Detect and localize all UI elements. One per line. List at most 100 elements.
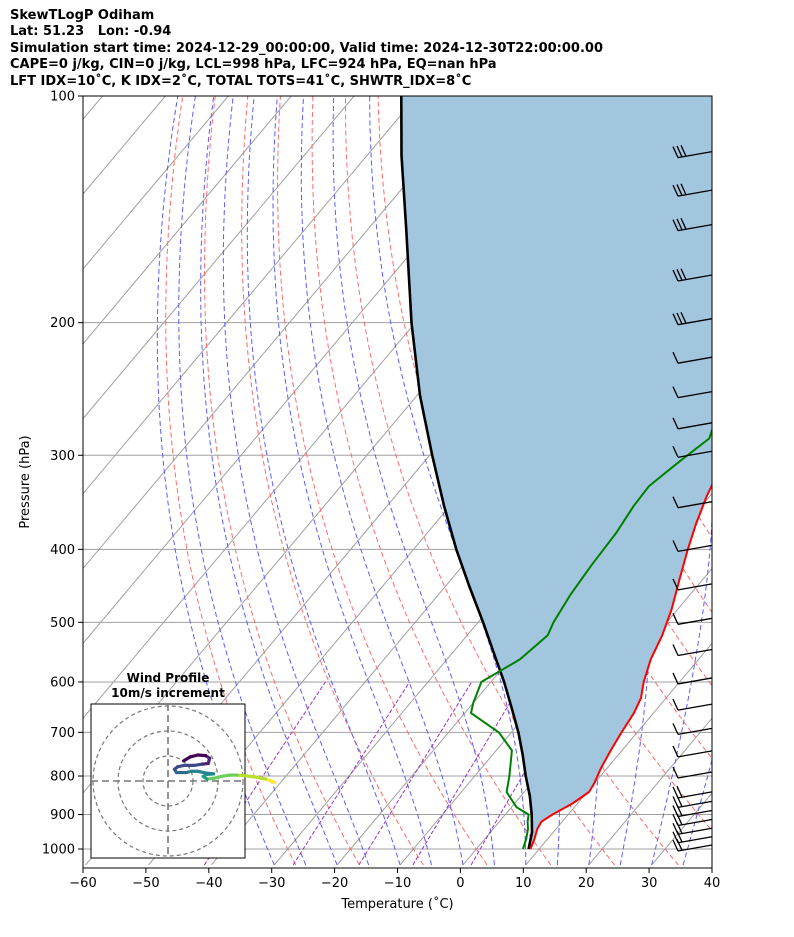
wind-barb-staff — [677, 223, 713, 232]
hodograph-segment — [195, 769, 209, 775]
temperature-line — [529, 482, 712, 850]
wind-barb-flag — [676, 269, 683, 281]
isotherm-gridline — [83, 96, 229, 270]
wind-barb-flag — [680, 217, 687, 230]
wind-barb — [672, 417, 713, 430]
wind-barb-staff — [677, 189, 713, 197]
wind-barb-flag — [676, 785, 683, 798]
cape-shading — [401, 96, 712, 849]
wind-barb-flag — [680, 312, 687, 324]
wind-barb-flag — [672, 269, 679, 282]
y-tick-label: 200 — [50, 316, 75, 331]
y-tick-label: 500 — [50, 616, 75, 631]
wind-barb-flag — [680, 183, 687, 196]
wind-barb-flag — [672, 578, 679, 591]
stability-parameters: CAPE=0 j/kg, CIN=0 j/kg, LCL=998 hPa, LF… — [10, 57, 497, 73]
moist-adiabat-line — [200, 96, 338, 866]
wind-barb-flag — [672, 386, 679, 398]
wind-barbs — [672, 144, 713, 852]
wind-barb-staff — [677, 617, 713, 625]
moist-adiabat-line — [178, 96, 307, 866]
isotherm-gridline — [83, 96, 355, 420]
station-title: SkewTLogP Odiham — [10, 8, 155, 23]
wind-barb-staff — [677, 844, 713, 852]
wind-barb-flag — [672, 831, 679, 843]
wind-barb-flag — [672, 723, 679, 735]
isotherm-gridline — [399, 492, 712, 866]
simulation-times: Simulation start time: 2024-12-29_00:00:… — [10, 40, 603, 56]
isotherm-gridline — [83, 96, 481, 570]
hodograph-trace — [172, 753, 277, 784]
wind-barb — [672, 578, 713, 591]
wind-barb-staff — [677, 827, 713, 835]
x-tick-label: −20 — [321, 876, 348, 891]
wind-barb — [672, 351, 713, 364]
isotherm-gridline — [777, 96, 794, 865]
hodograph-segment — [182, 755, 192, 763]
dry-adiabat-line — [241, 96, 424, 866]
wind-barb — [672, 446, 713, 458]
wind-barb-staff — [677, 274, 713, 282]
wind-barb-flag — [672, 745, 679, 758]
y-tick-label: 400 — [50, 543, 75, 558]
dry-adiabat-line — [277, 96, 488, 866]
wind-barb-staff — [677, 836, 713, 844]
wind-barb-flag — [672, 351, 679, 364]
wind-barb-staff — [677, 727, 713, 735]
moist-adiabat-line — [272, 96, 432, 866]
wind-barb-flag — [672, 822, 679, 835]
wind-barb-flag — [676, 184, 683, 196]
isotherm-gridline — [525, 642, 712, 866]
hodograph-subtitle: 10m/s increment — [111, 686, 225, 700]
dry-adiabat-line — [703, 96, 712, 124]
hodograph-segment — [263, 777, 277, 784]
dry-adiabat-line — [345, 96, 616, 866]
wind-barb-flag — [672, 644, 679, 656]
wind-barb-staff — [677, 150, 713, 159]
wind-barb — [672, 540, 713, 552]
hodograph-title: Wind Profile — [127, 671, 210, 685]
wind-barb — [672, 644, 713, 657]
wind-barb-flag — [672, 184, 679, 197]
hodograph-segment — [244, 774, 258, 779]
wind-barb-staff — [677, 356, 713, 364]
x-axis-title: Temperature (˚C) — [340, 896, 453, 912]
mixing-ratio-line — [412, 681, 524, 866]
wind-barb-staff — [677, 703, 713, 711]
y-tick-label: 1000 — [42, 843, 75, 858]
moist-adiabat-line — [746, 96, 794, 865]
wind-barb-staff — [677, 809, 713, 818]
wind-barb — [672, 766, 713, 779]
cape-shaded-area — [401, 96, 712, 849]
wind-barb — [672, 496, 713, 509]
axes: −60 −50 −40 −30 −20 −10 0 10 20 30 40 100 200 300 400 5… — [18, 90, 720, 913]
moist-adiabat-line — [332, 96, 495, 866]
wind-barb — [672, 386, 713, 399]
wind-barb-flag — [672, 313, 679, 325]
wind-barb-flag — [672, 540, 679, 552]
hodograph-segment — [254, 775, 268, 781]
stability-indices: LFT IDX=10˚C, K IDX=2˚C, TOTAL TOTS=41˚C… — [10, 73, 472, 89]
y-tick-label: 700 — [50, 726, 75, 741]
isotherm-gridline — [715, 96, 794, 865]
x-tick-label: −50 — [132, 876, 159, 891]
x-tick-label: −10 — [384, 876, 411, 891]
wind-barb-staff — [677, 648, 713, 657]
isotherm-gridline — [83, 96, 292, 345]
x-tick-label: 20 — [578, 876, 595, 891]
wind-barb — [672, 613, 713, 625]
wind-barb-staff — [677, 818, 713, 827]
x-tick-label: 10 — [515, 876, 532, 891]
dewpoint-line — [470, 427, 712, 850]
dry-adiabat-line — [165, 96, 297, 866]
dry-adiabat-line — [204, 96, 360, 866]
x-tick-label: −60 — [69, 876, 96, 891]
wind-barb-flag — [672, 446, 679, 458]
wind-barb-staff — [677, 583, 713, 591]
wind-barb-flag — [676, 218, 683, 231]
mixing-ratio-line — [470, 681, 578, 866]
station-location: Lat: 51.23 Lon: -0.94 — [10, 24, 172, 40]
dry-adiabat-line — [736, 96, 794, 865]
y-tick-label: 600 — [50, 675, 75, 690]
